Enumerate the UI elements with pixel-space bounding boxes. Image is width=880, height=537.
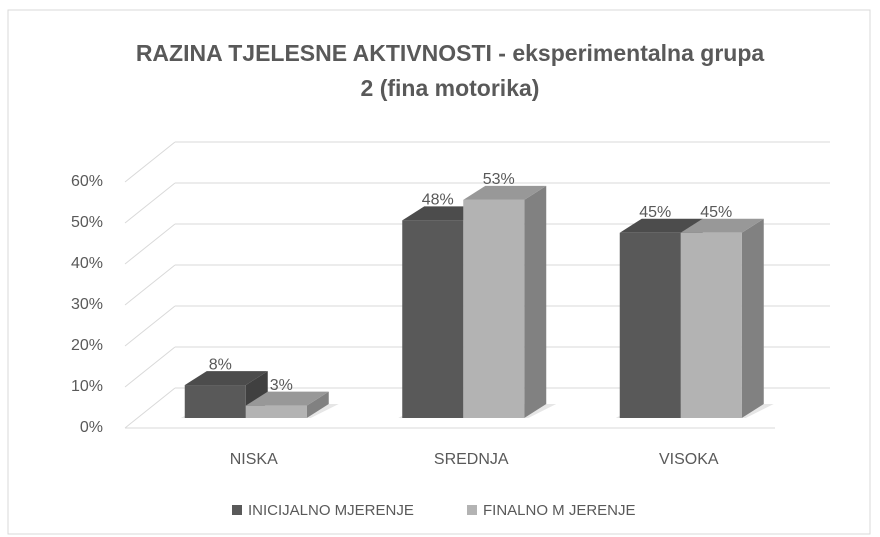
legend-swatch	[232, 505, 242, 515]
grid-line	[124, 346, 176, 388]
bar	[463, 199, 525, 418]
data-label: 53%	[483, 171, 515, 188]
y-tick-label: 0%	[80, 419, 103, 436]
chart-title: RAZINA TJELESNE AKTIVNOSTI - eksperiment…	[136, 40, 765, 66]
grid-line	[124, 264, 176, 306]
bar	[184, 385, 246, 418]
y-tick-label: 20%	[71, 337, 103, 354]
x-tick-label: VISOKA	[659, 451, 719, 468]
bar-top	[184, 371, 268, 386]
chart-title: 2 (fina motorika)	[361, 75, 540, 101]
bar-side	[741, 218, 764, 418]
y-tick-label: 60%	[71, 173, 103, 190]
y-tick-label: 10%	[71, 378, 103, 395]
data-label: 8%	[209, 356, 232, 373]
bar	[680, 232, 742, 418]
x-tick-label: NISKA	[230, 451, 278, 468]
x-tick-label: SREDNJA	[434, 451, 509, 468]
grid-line	[124, 141, 176, 183]
y-tick-label: 40%	[71, 255, 103, 272]
legend-label: FINALNO M JERENJE	[483, 502, 636, 519]
legend-label: INICIJALNO MJERENJE	[248, 502, 414, 519]
grid-line	[124, 182, 176, 224]
y-tick-label: 50%	[71, 214, 103, 231]
bar-side	[524, 185, 547, 418]
bar-top	[680, 218, 764, 233]
bar	[245, 405, 307, 418]
legend-swatch	[467, 505, 477, 515]
data-label: 45%	[639, 204, 671, 221]
bar-top	[245, 391, 329, 406]
bar	[619, 232, 681, 418]
bar-top	[463, 185, 547, 200]
data-label: 3%	[270, 377, 293, 394]
y-tick-label: 30%	[71, 296, 103, 313]
bar-side	[306, 391, 329, 418]
grid-line	[124, 305, 176, 347]
bar	[402, 220, 464, 418]
data-label: 48%	[422, 192, 454, 209]
bar-top	[619, 218, 703, 233]
data-label: 45%	[700, 204, 732, 221]
grid-line	[124, 387, 176, 429]
grid-line	[124, 223, 176, 265]
